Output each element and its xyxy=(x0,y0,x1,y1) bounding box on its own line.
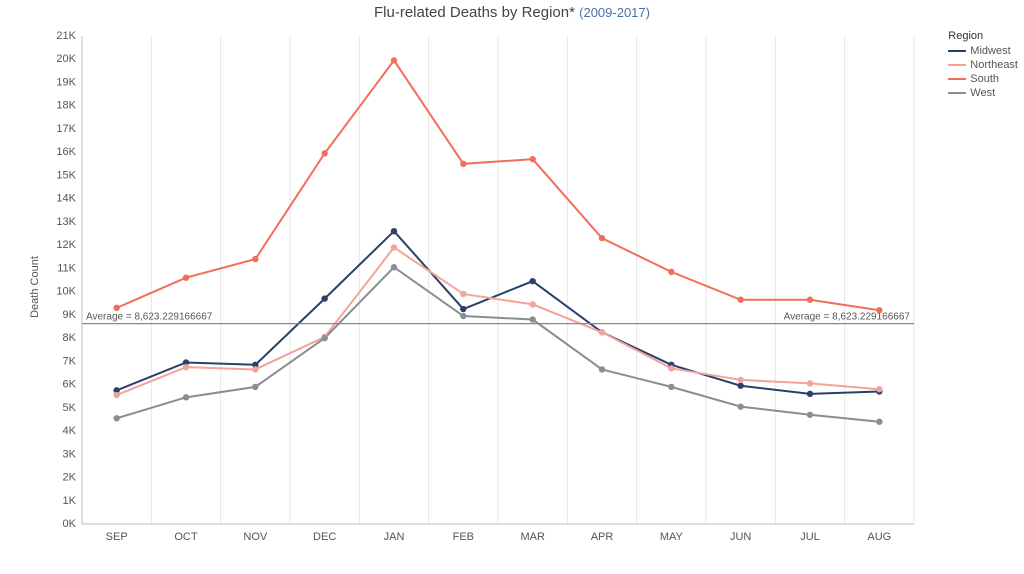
series-point-west xyxy=(183,394,189,400)
series-point-northeast xyxy=(737,377,743,383)
series-point-south xyxy=(113,305,119,311)
y-tick-label: 12K xyxy=(56,239,76,251)
series-point-south xyxy=(529,156,535,162)
y-tick-label: 8K xyxy=(63,332,77,344)
legend-swatch xyxy=(948,92,966,94)
legend-title: Region xyxy=(948,30,1018,42)
x-tick-label: JUN xyxy=(730,531,751,543)
y-tick-label: 16K xyxy=(56,146,76,158)
series-point-northeast xyxy=(460,291,466,297)
series-point-west xyxy=(391,264,397,270)
plot-area: 0K 1K 2K 3K 4K 5K 6K 7K 8K 9K 10K 11K 12K 13K 14K 15K 16… xyxy=(48,30,928,550)
series-point-northeast xyxy=(807,380,813,386)
legend: Region MidwestNortheastSouthWest xyxy=(948,30,1018,100)
y-tick-label: 10K xyxy=(56,286,76,298)
series-point-south xyxy=(391,57,397,63)
legend-item-south[interactable]: South xyxy=(948,72,1018,86)
series-point-west xyxy=(252,384,258,390)
series-point-midwest xyxy=(460,306,466,312)
y-tick-label: 17K xyxy=(56,123,76,135)
average-label-right: Average = 8,623.229166667 xyxy=(784,312,911,323)
series-point-northeast xyxy=(113,392,119,398)
x-tick-label: JAN xyxy=(384,531,405,543)
series-point-west xyxy=(113,415,119,421)
series-point-midwest xyxy=(737,383,743,389)
legend-label: Midwest xyxy=(970,44,1010,58)
series-point-south xyxy=(737,297,743,303)
x-tick-label: JUL xyxy=(800,531,820,543)
y-tick-label: 21K xyxy=(56,30,76,42)
series-point-northeast xyxy=(668,365,674,371)
y-axis-title: Death Count xyxy=(29,256,41,318)
y-tick-label: 15K xyxy=(56,169,76,181)
y-tick-label: 0K xyxy=(63,518,77,530)
y-tick-label: 1K xyxy=(63,495,77,507)
series-point-south xyxy=(599,235,605,241)
x-tick-label: NOV xyxy=(243,531,267,543)
series-point-south xyxy=(807,297,813,303)
series-point-south xyxy=(668,269,674,275)
series-point-west xyxy=(737,403,743,409)
legend-label: Northeast xyxy=(970,58,1018,72)
series-point-northeast xyxy=(529,301,535,307)
plot-svg: 0K 1K 2K 3K 4K 5K 6K 7K 8K 9K 10K 11K 12K 13K 14K 15K 16… xyxy=(48,30,928,550)
legend-item-west[interactable]: West xyxy=(948,86,1018,100)
y-tick-label: 5K xyxy=(63,402,77,414)
series-point-northeast xyxy=(876,386,882,392)
y-tick-label: 2K xyxy=(63,472,77,484)
x-tick-label: MAY xyxy=(660,531,684,543)
x-tick-label: AUG xyxy=(867,531,891,543)
chart-container: Flu-related Deaths by Region* (2009-2017… xyxy=(0,0,1024,574)
series-point-west xyxy=(529,316,535,322)
series-point-west xyxy=(876,419,882,425)
x-tick-label: SEP xyxy=(106,531,128,543)
series-point-midwest xyxy=(391,228,397,234)
legend-item-northeast[interactable]: Northeast xyxy=(948,58,1018,72)
chart-title: Flu-related Deaths by Region* (2009-2017… xyxy=(0,4,1024,21)
series-point-northeast xyxy=(183,364,189,370)
series-point-west xyxy=(321,335,327,341)
series-point-west xyxy=(599,366,605,372)
series-point-northeast xyxy=(599,329,605,335)
y-tick-label: 7K xyxy=(63,355,77,367)
series-point-west xyxy=(668,384,674,390)
x-tick-label: MAR xyxy=(520,531,545,543)
y-tick-label: 3K xyxy=(63,448,77,460)
series-point-midwest xyxy=(529,278,535,284)
y-tick-label: 11K xyxy=(57,262,76,274)
x-tick-label: DEC xyxy=(313,531,336,543)
series-point-south xyxy=(876,307,882,313)
average-label-left: Average = 8,623.229166667 xyxy=(86,312,213,323)
legend-swatch xyxy=(948,50,966,52)
series-point-south xyxy=(252,256,258,262)
series-point-south xyxy=(321,150,327,156)
y-tick-label: 19K xyxy=(56,76,76,88)
legend-swatch xyxy=(948,64,966,66)
series-point-west xyxy=(460,313,466,319)
legend-label: South xyxy=(970,72,999,86)
x-tick-label: APR xyxy=(591,531,614,543)
title-sub: (2009-2017) xyxy=(579,5,650,20)
y-tick-label: 14K xyxy=(56,193,76,205)
y-tick-label: 4K xyxy=(63,425,77,437)
series-point-west xyxy=(807,412,813,418)
series-point-northeast xyxy=(391,244,397,250)
y-tick-label: 13K xyxy=(56,216,76,228)
legend-item-midwest[interactable]: Midwest xyxy=(948,44,1018,58)
series-point-northeast xyxy=(252,366,258,372)
series-point-south xyxy=(460,161,466,167)
title-main: Flu-related Deaths by Region* xyxy=(374,4,575,21)
series-point-south xyxy=(183,274,189,280)
legend-swatch xyxy=(948,78,966,80)
x-tick-label: OCT xyxy=(174,531,198,543)
series-point-midwest xyxy=(321,295,327,301)
legend-label: West xyxy=(970,86,995,100)
series-point-midwest xyxy=(807,391,813,397)
x-tick-label: FEB xyxy=(453,531,474,543)
y-tick-label: 6K xyxy=(63,379,77,391)
y-tick-label: 9K xyxy=(63,309,77,321)
y-tick-label: 18K xyxy=(56,100,76,112)
y-tick-label: 20K xyxy=(56,53,76,65)
